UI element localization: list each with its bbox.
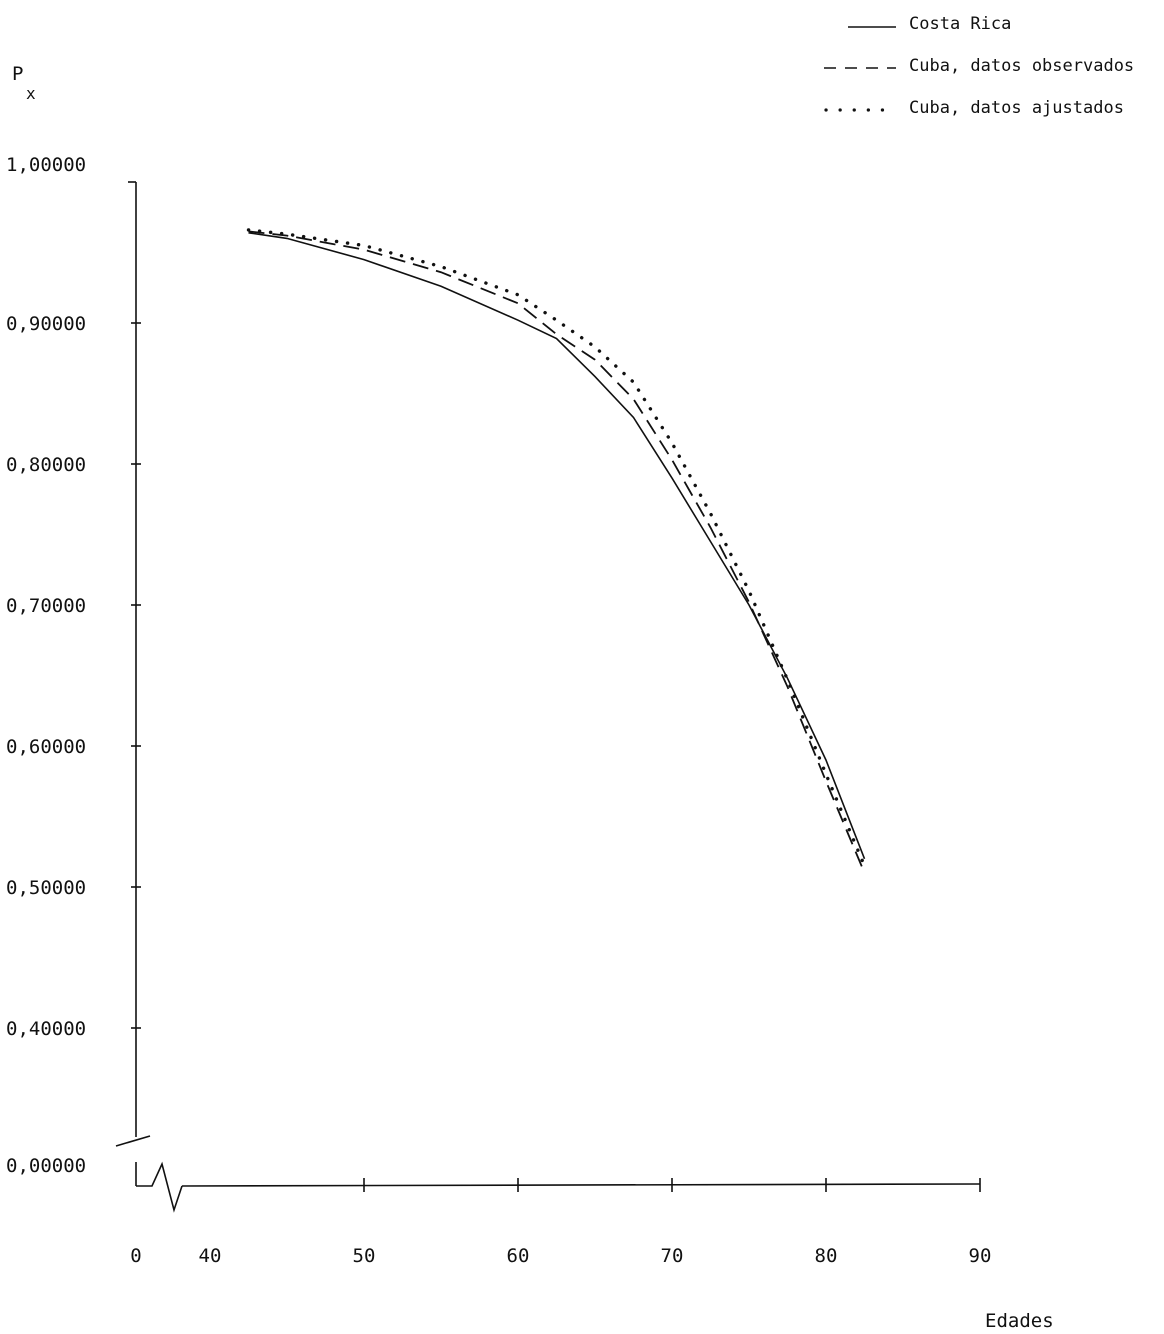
x-tick-label: 50 bbox=[353, 1245, 376, 1267]
x-tick-label: 80 bbox=[815, 1245, 838, 1267]
series-line-costa-rica bbox=[248, 232, 866, 860]
y-axis-break-mark bbox=[115, 1135, 151, 1147]
y-tick-label: 1,00000 bbox=[6, 154, 86, 176]
legend: Costa Rica Cuba, datos observados Cuba, … bbox=[824, 14, 1134, 118]
y-axis-title: P x bbox=[12, 63, 36, 103]
series-line-cuba-observados bbox=[248, 230, 866, 874]
series-line-cuba-ajustados bbox=[246, 228, 867, 868]
y-axis-label-subscript: x bbox=[26, 84, 36, 103]
y-tick-label: 0,40000 bbox=[6, 1018, 86, 1040]
y-tick-label: 0,70000 bbox=[6, 595, 86, 617]
y-tick-label: 0,90000 bbox=[6, 313, 86, 335]
y-axis-label: P bbox=[12, 63, 23, 85]
x-axis-break-mark bbox=[136, 1161, 183, 1213]
x-ticks: 0 40 50 60 70 80 90 bbox=[130, 1178, 991, 1267]
legend-label-cuba-ajustados: Cuba, datos ajustados bbox=[909, 98, 1124, 118]
x-tick-label: 90 bbox=[969, 1245, 992, 1267]
axes bbox=[115, 182, 981, 1213]
y-tick-label: 0,80000 bbox=[6, 454, 86, 476]
legend-label-cuba-observados: Cuba, datos observados bbox=[909, 56, 1134, 76]
y-ticks: 1,00000 0,90000 0,80000 0,70000 0,60000 0,500… bbox=[6, 154, 141, 1177]
x-tick-label: 70 bbox=[661, 1245, 684, 1267]
series-layer bbox=[246, 228, 867, 874]
y-tick-label: 0,60000 bbox=[6, 736, 86, 758]
x-axis-label: Edades bbox=[985, 1310, 1054, 1332]
x-tick-label: 60 bbox=[507, 1245, 530, 1267]
x-axis-line bbox=[181, 1183, 981, 1187]
y-tick-label: 0,50000 bbox=[6, 877, 86, 899]
legend-label-costa-rica: Costa Rica bbox=[909, 14, 1011, 34]
x-tick-label: 40 bbox=[199, 1245, 222, 1267]
x-tick-label: 0 bbox=[130, 1245, 141, 1267]
y-tick-label: 0,00000 bbox=[6, 1155, 86, 1177]
